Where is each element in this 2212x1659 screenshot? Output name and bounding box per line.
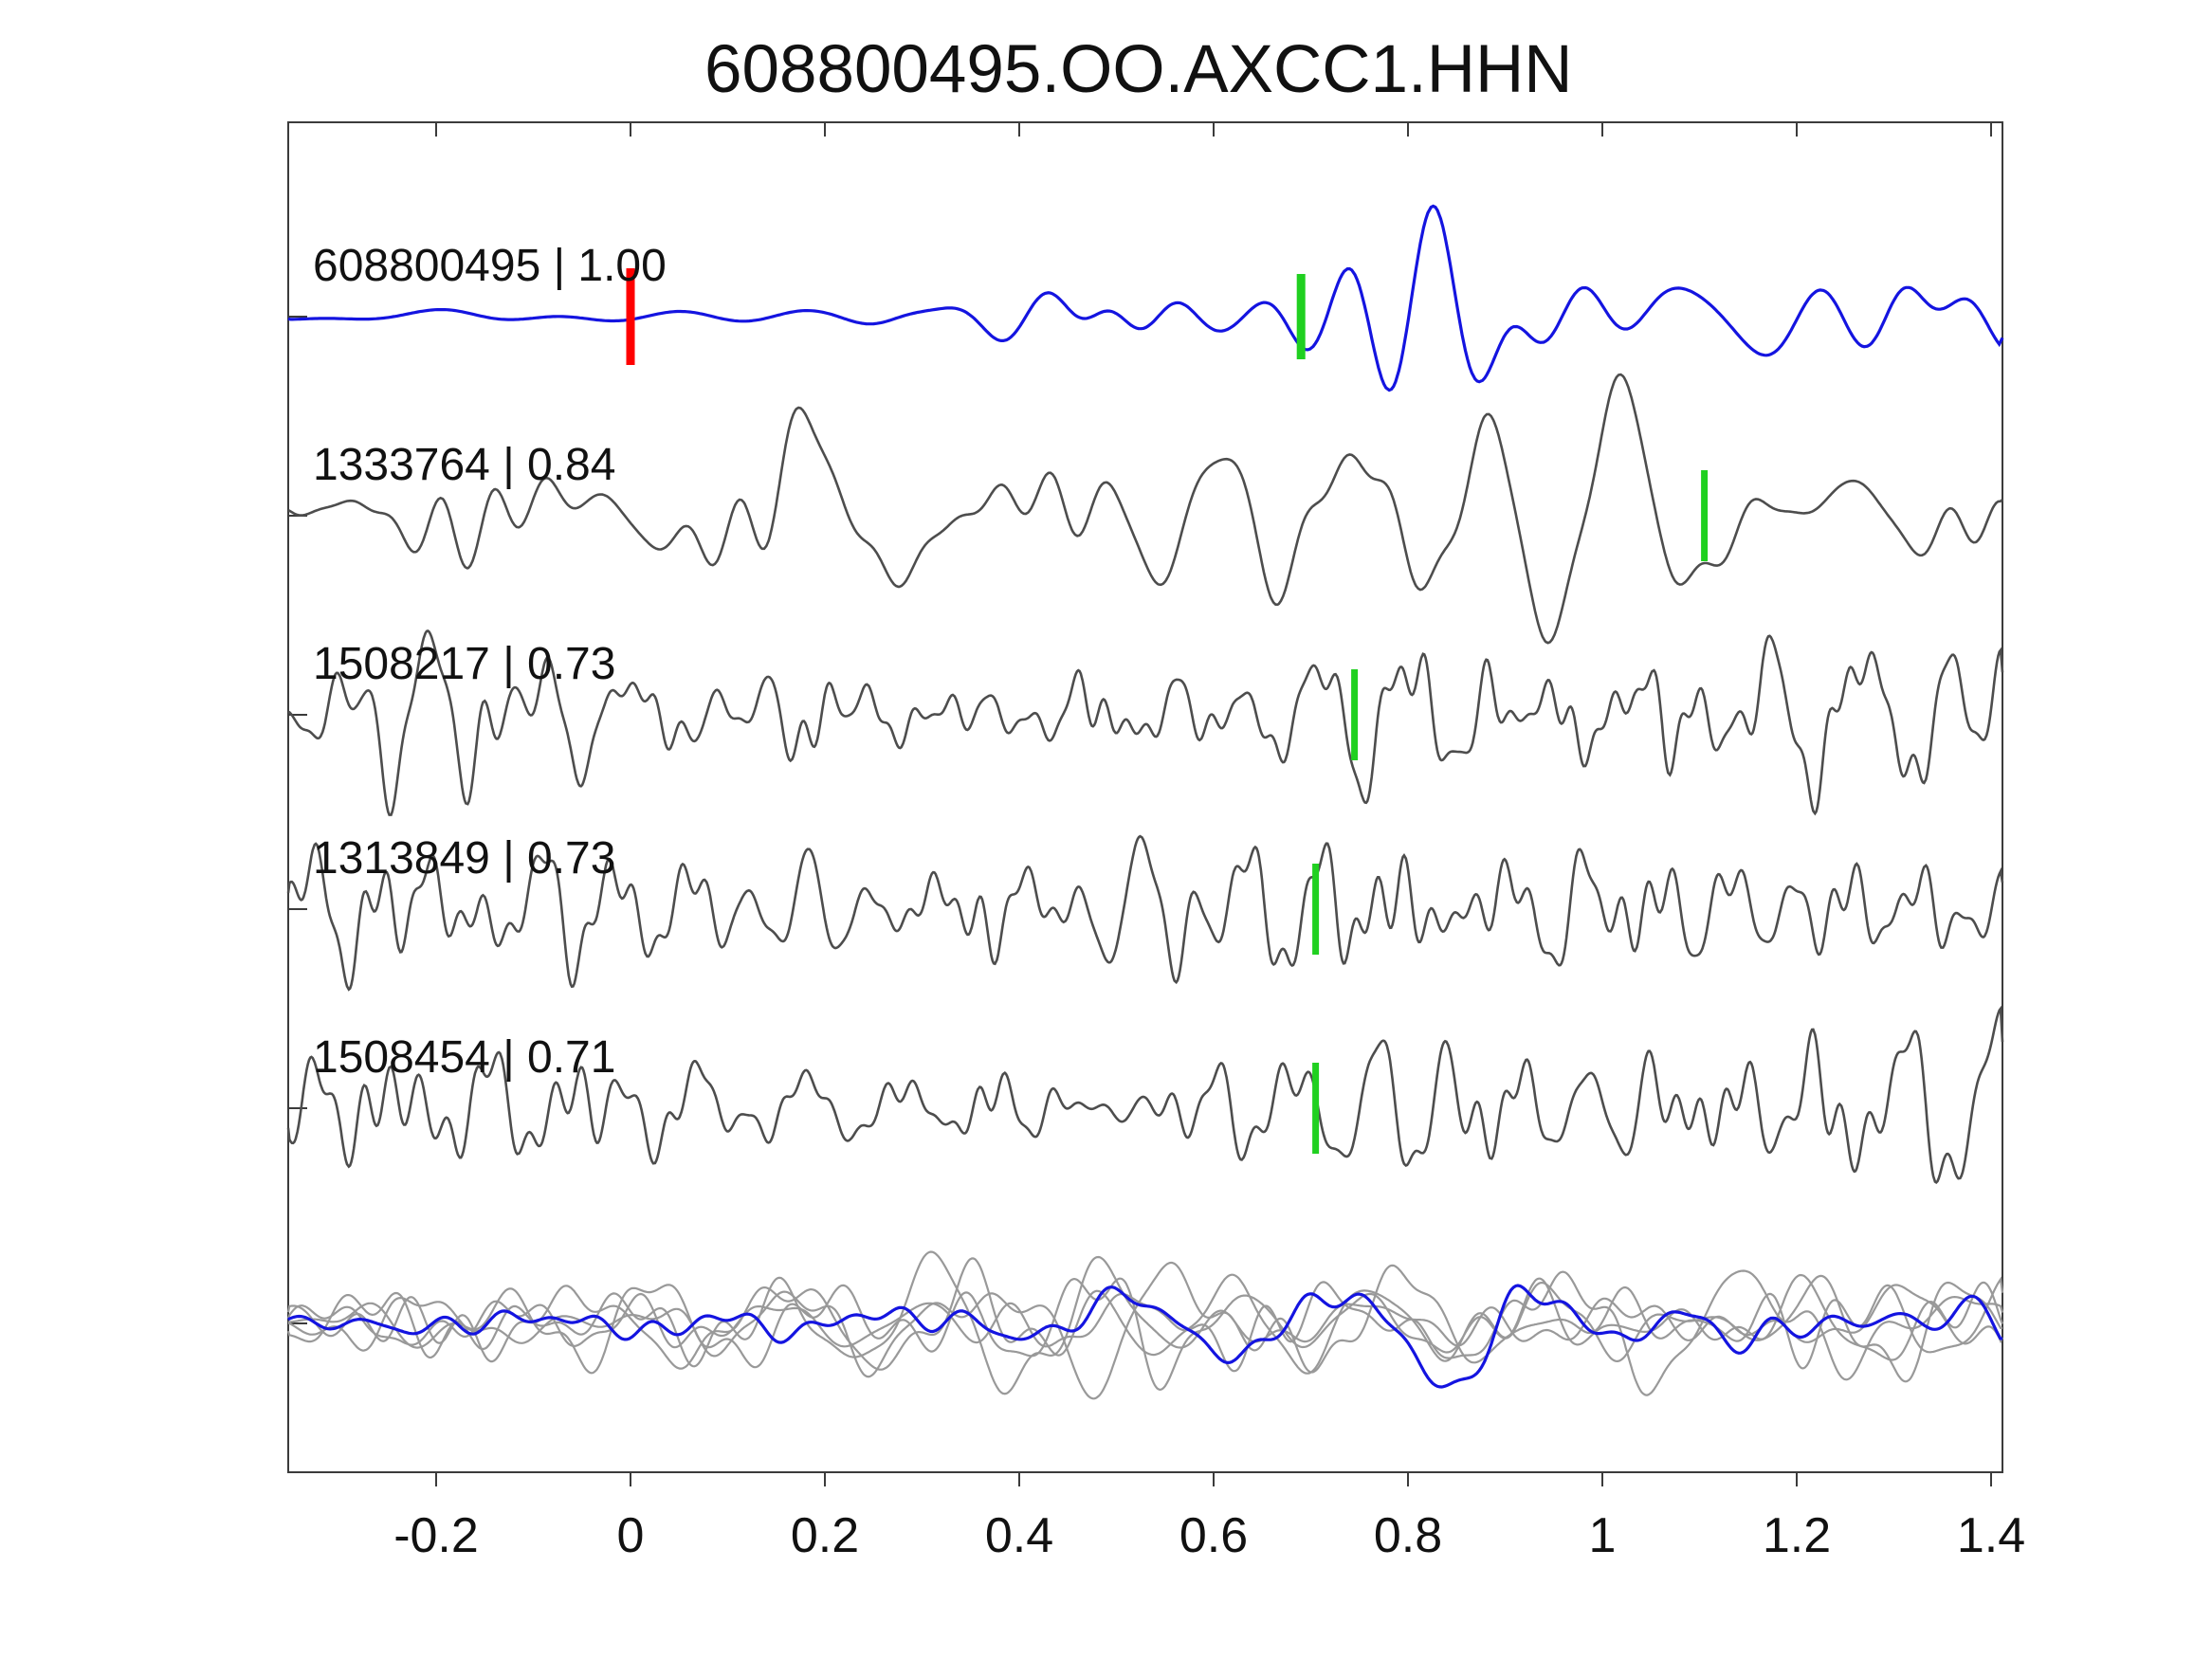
svg-text:1508454 | 0.71: 1508454 | 0.71	[313, 1032, 615, 1083]
svg-text:608800495 | 1.00: 608800495 | 1.00	[313, 241, 667, 291]
svg-text:1.4: 1.4	[1957, 1508, 2025, 1563]
svg-text:0.6: 0.6	[1179, 1508, 1248, 1563]
svg-text:0.8: 0.8	[1374, 1508, 1442, 1563]
svg-text:0: 0	[617, 1508, 645, 1563]
svg-text:1333764 | 0.84: 1333764 | 0.84	[313, 440, 615, 490]
svg-text:-0.2: -0.2	[393, 1508, 479, 1563]
svg-text:1.2: 1.2	[1763, 1508, 1831, 1563]
svg-text:1: 1	[1589, 1508, 1617, 1563]
svg-text:0.2: 0.2	[791, 1508, 859, 1563]
svg-text:1313849 | 0.73: 1313849 | 0.73	[313, 833, 615, 884]
svg-text:0.4: 0.4	[985, 1508, 1053, 1563]
svg-text:1508217 | 0.73: 1508217 | 0.73	[313, 639, 615, 689]
svg-text:608800495.OO.AXCC1.HHN: 608800495.OO.AXCC1.HHN	[704, 32, 1573, 107]
